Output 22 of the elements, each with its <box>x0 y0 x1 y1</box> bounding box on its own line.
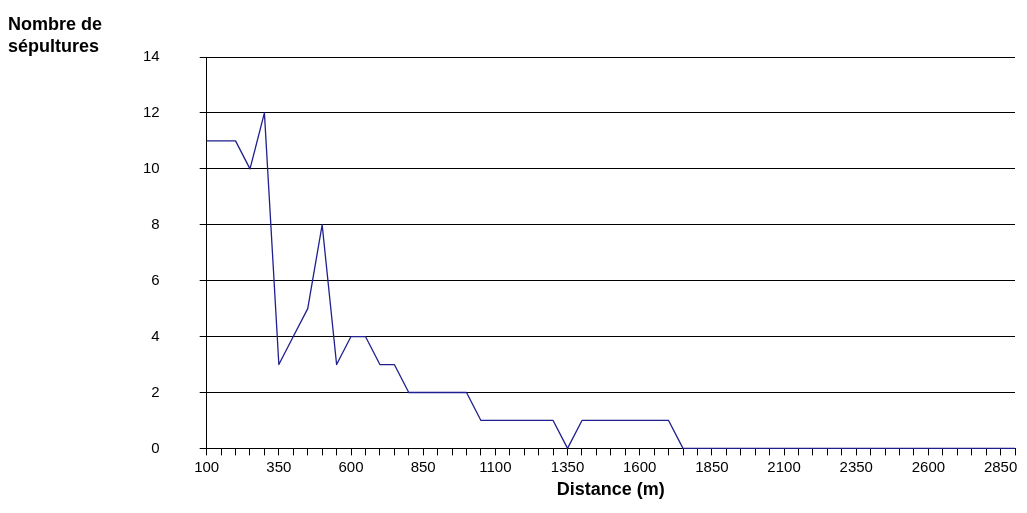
y-tick-label: 12 <box>143 103 160 121</box>
x-tick-label: 850 <box>410 457 436 475</box>
x-tick-label: 1850 <box>695 457 729 475</box>
x-tick-label: 100 <box>194 457 220 475</box>
y-tick-label: 4 <box>151 326 160 344</box>
x-tick-label: 2600 <box>911 457 946 475</box>
x-tick-label: 2850 <box>983 457 1018 475</box>
y-tick-label: 0 <box>151 438 160 456</box>
y-tick-label: 14 <box>143 47 160 65</box>
y-tick-label: 10 <box>143 158 160 176</box>
x-tick-label: 1100 <box>479 457 512 475</box>
x-tick-label: 1600 <box>623 457 657 475</box>
x-tick-label: 1350 <box>550 457 585 475</box>
x-tick-label: 2350 <box>839 457 873 475</box>
y-tick-label: 6 <box>151 270 160 288</box>
x-tick-label: 2100 <box>767 457 801 475</box>
y-axis-title: Nombre de sépultures <box>8 13 103 56</box>
y-tick-label: 2 <box>151 382 160 400</box>
x-tick-label: 350 <box>266 457 292 475</box>
y-tick-label: 8 <box>151 214 160 232</box>
x-axis-title: Distance (m) <box>556 479 665 500</box>
x-tick-label: 600 <box>338 457 364 475</box>
